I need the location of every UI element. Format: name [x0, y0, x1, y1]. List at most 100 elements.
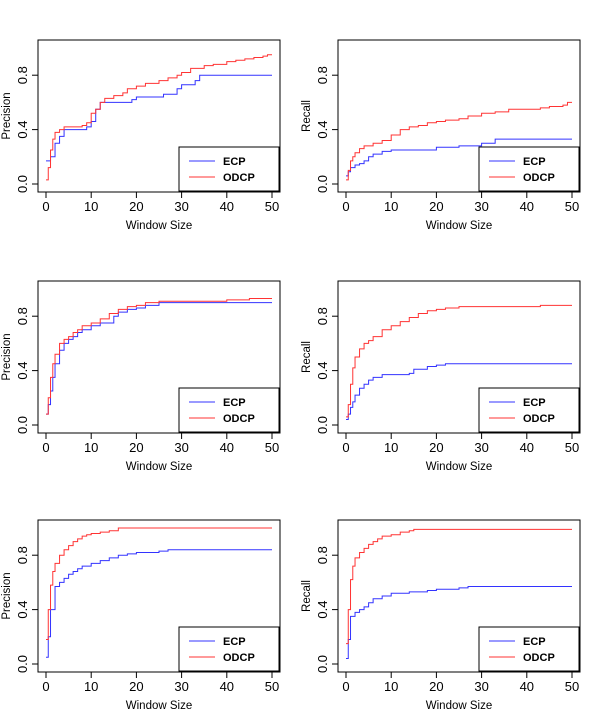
plot-frame	[337, 519, 581, 673]
legend-label-odcp: ODCP	[223, 172, 255, 184]
x-tick-label: 30	[174, 199, 188, 214]
plot-frame	[37, 519, 281, 673]
legend-label-odcp: ODCP	[223, 413, 255, 425]
legend-label-ecp: ECP	[523, 636, 546, 648]
x-tick-label: 40	[220, 440, 234, 455]
x-tick-label: 30	[474, 199, 488, 214]
series-line-odcp	[346, 304, 572, 418]
x-axis-title: Window Size	[126, 700, 192, 712]
x-tick-label: 30	[174, 440, 188, 455]
plot-frame	[337, 39, 581, 193]
y-tick-label: 0.8	[315, 307, 330, 325]
x-tick-label: 40	[220, 199, 234, 214]
plot-frame	[37, 39, 281, 193]
x-axis-title: Window Size	[426, 461, 492, 473]
legend-box	[178, 146, 280, 192]
series-line-odcp	[46, 527, 272, 641]
y-axis-title: Recall	[301, 580, 313, 612]
legend-box	[478, 626, 580, 672]
series-line-ecp	[346, 363, 572, 421]
y-tick-label: 0.8	[315, 546, 330, 564]
legend-box	[178, 626, 280, 672]
y-tick-label: 0.8	[15, 546, 30, 564]
x-tick-label: 0	[342, 440, 349, 455]
series-line-ecp	[346, 138, 572, 177]
y-axis-title: Precision	[1, 572, 13, 619]
x-tick-label: 10	[384, 440, 398, 455]
series-line-odcp	[46, 298, 272, 415]
x-tick-label: 20	[429, 440, 443, 455]
x-tick-label: 10	[84, 199, 98, 214]
x-tick-label: 40	[520, 679, 534, 694]
legend-box	[178, 387, 280, 433]
legend-label-ecp: ECP	[523, 397, 546, 409]
x-tick-label: 30	[174, 679, 188, 694]
x-tick-label: 20	[129, 199, 143, 214]
x-tick-label: 30	[474, 440, 488, 455]
y-axis-title: Recall	[301, 100, 313, 132]
x-tick-label: 20	[429, 679, 443, 694]
legend-label-odcp: ODCP	[523, 652, 555, 664]
y-tick-label: 0.0	[315, 416, 330, 434]
x-tick-label: 50	[265, 679, 279, 694]
legend-label-ecp: ECP	[223, 156, 246, 168]
y-tick-label: 0.4	[315, 362, 330, 380]
x-tick-label: 20	[429, 199, 443, 214]
x-tick-label: 40	[520, 440, 534, 455]
x-tick-label: 10	[384, 679, 398, 694]
series-line-ecp	[46, 549, 272, 658]
y-tick-label: 0.0	[315, 655, 330, 673]
chart-panel-6: 0 10 20 30 40 50 0.0 0.4 0.8 Window Size Recall ECP…	[301, 519, 581, 712]
legend-label-odcp: ODCP	[523, 172, 555, 184]
y-tick-label: 0.0	[15, 416, 30, 434]
legend-label-ecp: ECP	[223, 636, 246, 648]
legend-box	[478, 387, 580, 433]
series-line-odcp	[346, 101, 572, 181]
x-tick-label: 50	[565, 679, 579, 694]
plot-frame	[37, 280, 281, 434]
x-axis-title: Window Size	[126, 220, 192, 232]
x-tick-label: 40	[520, 199, 534, 214]
x-tick-label: 0	[42, 440, 49, 455]
x-tick-label: 10	[84, 679, 98, 694]
chart-panel-5: 0 10 20 30 40 50 0.0 0.4 0.8 Window Size Precision…	[1, 519, 281, 712]
series-line-ecp	[46, 302, 272, 415]
x-tick-label: 0	[42, 679, 49, 694]
y-tick-label: 0.0	[15, 655, 30, 673]
x-axis-title: Window Size	[126, 461, 192, 473]
y-tick-label: 0.4	[315, 601, 330, 619]
y-tick-label: 0.4	[15, 601, 30, 619]
y-tick-label: 0.4	[15, 121, 30, 139]
legend-label-odcp: ODCP	[523, 413, 555, 425]
chart-panel-1: 0 10 20 30 40 50 0.0 0.4 0.8 Window Size Precision…	[1, 39, 281, 232]
legend-label-ecp: ECP	[523, 156, 546, 168]
chart-panel-2: 0 10 20 30 40 50 0.0 0.4 0.8 Window Size Recall ECP…	[301, 39, 581, 232]
legend-label-ecp: ECP	[223, 397, 246, 409]
x-tick-label: 50	[265, 440, 279, 455]
series-line-ecp	[346, 585, 572, 660]
y-tick-label: 0.8	[315, 66, 330, 84]
y-tick-label: 0.8	[15, 66, 30, 84]
x-tick-label: 10	[384, 199, 398, 214]
x-tick-label: 40	[220, 679, 234, 694]
chart-panel-4: 0 10 20 30 40 50 0.0 0.4 0.8 Window Size Recall ECP…	[301, 280, 581, 473]
x-tick-label: 50	[265, 199, 279, 214]
x-tick-label: 0	[342, 199, 349, 214]
y-axis-title: Precision	[1, 333, 13, 380]
legend-box	[478, 146, 580, 192]
x-axis-title: Window Size	[426, 700, 492, 712]
x-tick-label: 20	[129, 440, 143, 455]
x-tick-label: 50	[565, 199, 579, 214]
y-tick-label: 0.0	[15, 175, 30, 193]
y-tick-label: 0.4	[315, 121, 330, 139]
y-tick-label: 0.8	[15, 307, 30, 325]
chart-panel-3: 0 10 20 30 40 50 0.0 0.4 0.8 Window Size Precision…	[1, 280, 281, 473]
x-tick-label: 50	[565, 440, 579, 455]
plot-frame	[337, 280, 581, 434]
x-tick-label: 10	[84, 440, 98, 455]
x-tick-label: 30	[474, 679, 488, 694]
x-tick-label: 0	[42, 199, 49, 214]
x-tick-label: 20	[129, 679, 143, 694]
y-axis-title: Precision	[1, 92, 13, 139]
